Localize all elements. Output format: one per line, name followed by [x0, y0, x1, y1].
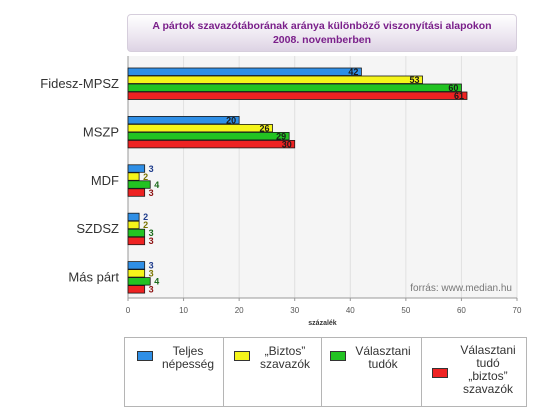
legend-swatch-green — [330, 351, 346, 361]
legend-swatch-red — [432, 368, 448, 378]
bar — [127, 139, 296, 149]
source-note: forrás: www.median.hu — [410, 283, 512, 294]
legend-label-valasztani-biztos: Választani tudó „biztos” szavazók — [460, 343, 516, 396]
x-tick-label: 50 — [401, 306, 410, 315]
data-label: 3 — [149, 236, 154, 246]
legend-label-valasztani: Választani tudók — [355, 344, 411, 371]
data-label: 30 — [282, 139, 292, 149]
bar — [127, 116, 240, 125]
data-label: 26 — [259, 123, 269, 133]
bar — [127, 83, 462, 92]
bar — [127, 212, 140, 222]
data-label: 4 — [154, 180, 159, 190]
bar — [127, 277, 151, 286]
bar — [127, 188, 146, 197]
legend-label-biztos: „Biztos” szavazók — [259, 344, 311, 371]
x-tick-label: 0 — [126, 306, 131, 315]
data-label: 2 — [143, 172, 148, 182]
data-label: 20 — [226, 115, 236, 125]
data-label: 3 — [149, 164, 154, 174]
legend-swatch-blue — [137, 351, 153, 361]
data-label: 53 — [410, 75, 420, 85]
bar — [127, 67, 362, 76]
data-label: 29 — [276, 131, 286, 141]
category-label: Más párt — [68, 270, 119, 285]
bar — [127, 91, 468, 100]
x-axis-label: százalék — [308, 320, 337, 327]
data-label: 4 — [154, 277, 159, 287]
chart-title: A pártok szavazótáborának aránya különbö… — [127, 14, 517, 52]
data-label: 2 — [143, 212, 148, 222]
bar — [127, 236, 146, 246]
bar — [127, 228, 146, 238]
bar — [127, 75, 423, 84]
x-tick-label: 20 — [235, 306, 244, 315]
data-label: 3 — [149, 228, 154, 238]
legend-label-teljes: Teljes népesség — [161, 344, 215, 371]
category-label: MDF — [91, 173, 119, 188]
chart-legend: Teljes népesség „Biztos” szavazók Válasz… — [124, 337, 527, 407]
data-label: 3 — [149, 285, 154, 295]
data-label: 3 — [149, 269, 154, 279]
bar — [127, 261, 146, 270]
x-tick-label: 70 — [513, 306, 522, 315]
x-tick-label: 10 — [179, 306, 188, 315]
data-label: 61 — [454, 91, 464, 101]
bar — [127, 172, 140, 181]
data-label: 2 — [143, 220, 148, 230]
category-label: SZDSZ — [76, 221, 119, 236]
bar — [127, 164, 146, 173]
legend-item-valasztani: Választani tudók — [321, 338, 422, 406]
category-label: MSZP — [83, 124, 119, 139]
data-label: 3 — [149, 188, 154, 198]
legend-item-biztos: „Biztos” szavazók — [223, 338, 322, 406]
data-label: 42 — [348, 67, 358, 77]
bar — [127, 269, 146, 278]
category-label: Fidesz-MPSZ — [40, 76, 119, 91]
x-tick-label: 60 — [457, 306, 466, 315]
bar — [127, 220, 140, 230]
chart-title-line-1: A pártok szavazótáborának aránya különbö… — [152, 20, 492, 32]
data-label: 3 — [149, 261, 154, 271]
data-label: 60 — [448, 83, 458, 93]
legend-swatch-yellow — [234, 351, 250, 361]
bar — [127, 124, 273, 133]
bar — [127, 131, 290, 141]
bar — [127, 285, 146, 294]
legend-item-teljes: Teljes népesség — [125, 338, 223, 406]
x-tick-label: 30 — [290, 306, 299, 315]
legend-item-valasztani-biztos: Választani tudó „biztos” szavazók — [421, 338, 527, 406]
x-tick-label: 40 — [346, 306, 355, 315]
chart-title-line-2: 2008. novemberben — [272, 34, 372, 46]
bar — [127, 180, 151, 189]
